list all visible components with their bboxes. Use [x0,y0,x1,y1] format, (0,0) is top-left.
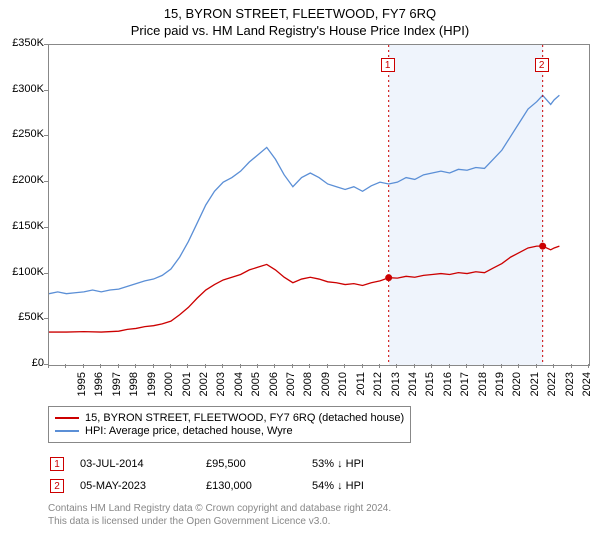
chart-title-address: 15, BYRON STREET, FLEETWOOD, FY7 6RQ [0,0,600,21]
x-axis-label: 2004 [233,372,245,402]
x-axis-label: 2010 [337,372,349,402]
y-axis-label: £0 [4,357,44,369]
sale-diff: 54% ↓ HPI [312,476,378,496]
y-axis-label: £200K [4,174,44,186]
y-axis-label: £150K [4,220,44,232]
x-axis-label: 2009 [320,372,332,402]
legend-item: 15, BYRON STREET, FLEETWOOD, FY7 6RQ (de… [55,412,404,424]
chart-title-sub: Price paid vs. HM Land Registry's House … [0,21,600,38]
legend-swatch [55,417,79,419]
x-axis-label: 2021 [529,372,541,402]
x-axis-label: 2015 [424,372,436,402]
x-axis-label: 2018 [477,372,489,402]
x-axis-label: 2019 [494,372,506,402]
x-axis-label: 2016 [442,372,454,402]
y-axis-label: £350K [4,37,44,49]
x-axis-label: 2008 [302,372,314,402]
legend-label: 15, BYRON STREET, FLEETWOOD, FY7 6RQ (de… [85,412,404,424]
x-axis-label: 2013 [390,372,402,402]
sale-price: £95,500 [206,454,310,474]
sale-diff: 53% ↓ HPI [312,454,378,474]
x-axis-label: 1999 [146,372,158,402]
sale-row: 1 03-JUL-2014£95,50053% ↓ HPI [50,454,378,474]
footer-line2: This data is licensed under the Open Gov… [48,515,391,528]
plot-area [48,44,590,366]
sale-date: 05-MAY-2023 [80,476,204,496]
footer-attribution: Contains HM Land Registry data © Crown c… [48,502,391,528]
sale-marker: 1 [381,58,395,72]
y-axis-label: £100K [4,266,44,278]
x-axis-label: 1997 [111,372,123,402]
legend-label: HPI: Average price, detached house, Wyre [85,425,293,437]
legend-item: HPI: Average price, detached house, Wyre [55,425,404,437]
x-axis-label: 2024 [581,372,593,402]
x-axis-label: 2023 [564,372,576,402]
sale-row: 2 05-MAY-2023£130,00054% ↓ HPI [50,476,378,496]
x-axis-label: 2020 [511,372,523,402]
y-axis-label: £250K [4,128,44,140]
sale-marker: 1 [50,457,64,471]
sale-marker: 2 [535,58,549,72]
sales-table: 1 03-JUL-2014£95,50053% ↓ HPI 2 05-MAY-2023… [48,452,380,498]
x-axis-label: 2000 [163,372,175,402]
x-axis-label: 2011 [355,372,367,402]
x-axis-label: 2005 [250,372,262,402]
sale-price: £130,000 [206,476,310,496]
sale-date: 03-JUL-2014 [80,454,204,474]
x-axis-label: 1995 [76,372,88,402]
x-axis-label: 2006 [268,372,280,402]
sale-marker: 2 [50,479,64,493]
x-axis-label: 2014 [407,372,419,402]
y-axis-label: £300K [4,83,44,95]
x-axis-label: 2012 [372,372,384,402]
x-axis-label: 1996 [93,372,105,402]
y-axis-label: £50K [4,311,44,323]
x-axis-label: 1998 [128,372,140,402]
x-axis-label: 2003 [215,372,227,402]
x-axis-label: 2007 [285,372,297,402]
legend: 15, BYRON STREET, FLEETWOOD, FY7 6RQ (de… [48,406,411,443]
x-axis-label: 2001 [181,372,193,402]
legend-swatch [55,430,79,432]
x-axis-label: 2002 [198,372,210,402]
x-axis-label: 2017 [459,372,471,402]
footer-line1: Contains HM Land Registry data © Crown c… [48,502,391,515]
x-axis-label: 2022 [546,372,558,402]
